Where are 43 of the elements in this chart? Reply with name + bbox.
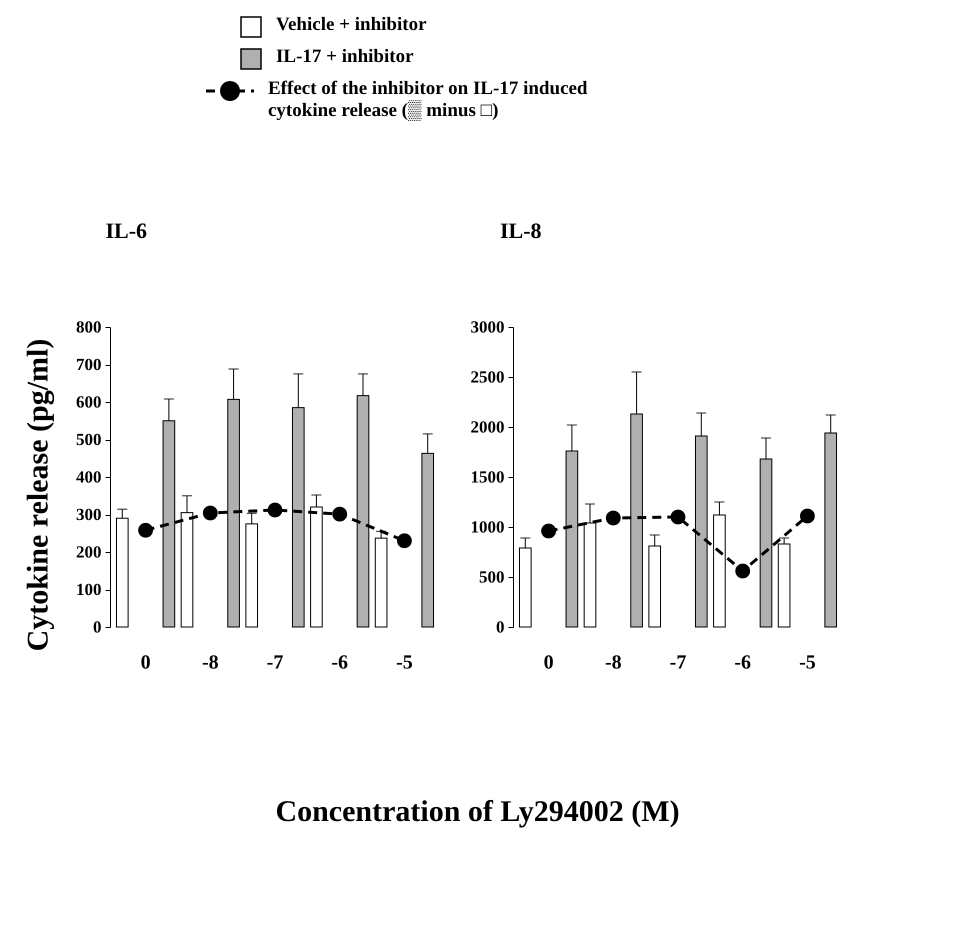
x-tick-label: -6: [331, 652, 348, 674]
chart-title: IL-6: [106, 218, 148, 243]
x-tick-label: -5: [799, 652, 816, 674]
y-tick-label: 3000: [470, 318, 504, 336]
point: [541, 524, 556, 538]
y-tick-label: 1000: [470, 518, 504, 536]
point: [735, 564, 750, 578]
point: [268, 502, 282, 518]
x-tick-label: -5: [396, 652, 413, 674]
y-tick-label: 500: [76, 430, 102, 449]
x-tick-label: -7: [670, 652, 686, 674]
legend-label: IL-17 + inhibitor: [276, 46, 414, 68]
point: [670, 510, 686, 524]
y-tick-label: 1500: [470, 468, 504, 486]
y-tick-label: 500: [479, 568, 504, 586]
y-tick-label: 600: [76, 392, 102, 412]
y-tick-label: 400: [76, 468, 102, 486]
x-tick-label: -8: [604, 652, 622, 674]
y-tick-label: 300: [76, 505, 102, 524]
legend-label: Effect of the inhibitor on IL-17 induced cytokine release (▒ minus □): [268, 78, 589, 122]
x-tick-label: -7: [266, 652, 284, 674]
x-tick-label: -8: [202, 652, 219, 674]
point: [138, 522, 154, 538]
chart-title: IL-8: [500, 218, 542, 243]
y-axis-title: Cytokine release (pg/ml): [21, 338, 56, 652]
x-tick-label: 0: [140, 652, 151, 674]
legend-label: Vehicle + inhibitor: [276, 14, 427, 36]
point: [202, 506, 218, 520]
y-tick-label: 2000: [470, 418, 504, 436]
y-tick-label: 800: [76, 318, 102, 336]
y-tick-label: 2500: [470, 368, 504, 386]
y-tick-label: 200: [76, 542, 102, 562]
point: [800, 508, 815, 524]
y-tick-label: 700: [76, 355, 102, 374]
point: [332, 506, 348, 522]
x-tick-label: 0: [544, 652, 554, 674]
point: [606, 510, 621, 526]
x-axis-title: Concentration of Ly294002 (M): [274, 795, 681, 829]
y-tick-label: 100: [76, 580, 102, 599]
y-tick-label: 0: [496, 618, 504, 636]
x-tick-label: -6: [734, 652, 752, 674]
y-tick-label: 0: [93, 618, 102, 636]
point: [396, 533, 412, 548]
